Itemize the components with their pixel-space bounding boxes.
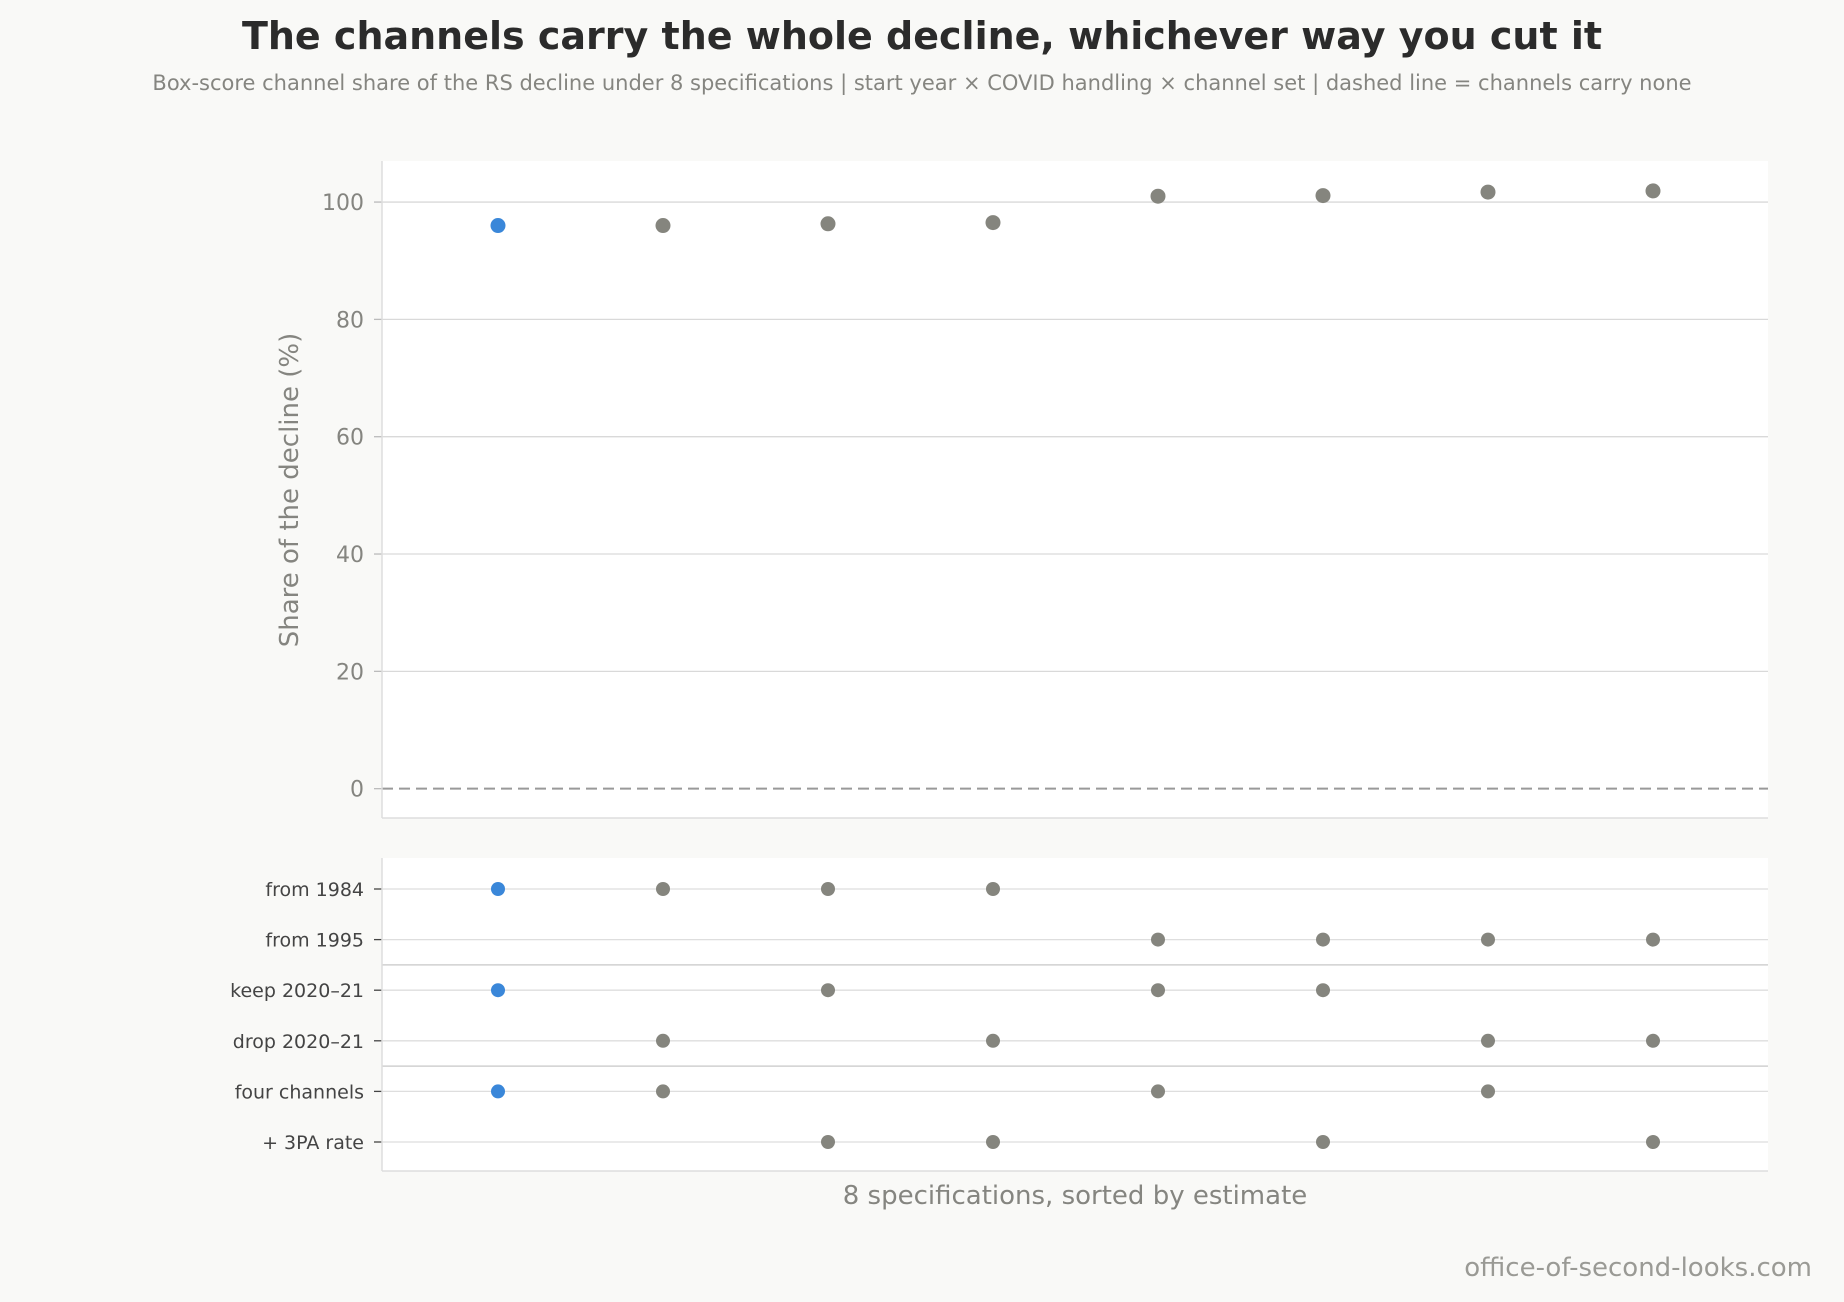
estimate-point	[1150, 188, 1166, 204]
spec-matrix-point	[986, 1135, 1000, 1149]
estimate-points	[490, 183, 1661, 234]
spec-row-label: drop 2020–21	[233, 1031, 364, 1053]
spec-row-label: keep 2020–21	[230, 980, 364, 1002]
spec-matrix-point	[1646, 1033, 1660, 1048]
spec-matrix-point	[1151, 1084, 1165, 1099]
x-axis-label: 8 specifications, sorted by estimate	[843, 1181, 1308, 1211]
chart-subtitle: Box-score channel share of the RS declin…	[152, 71, 1691, 96]
credit-text: office-of-second-looks.com	[1464, 1253, 1812, 1283]
y-tick-label: 0	[350, 778, 364, 803]
spec-matrix-point	[656, 1033, 670, 1048]
spec-matrix-point	[1481, 1084, 1495, 1099]
spec-matrix-point	[821, 882, 835, 896]
spec-matrix-points	[491, 882, 1660, 1149]
spec-matrix-point	[986, 1033, 1000, 1048]
estimate-point	[490, 218, 506, 234]
spec-matrix-point	[1481, 932, 1495, 947]
top-gridlines	[382, 201, 1768, 672]
spec-matrix-point	[1481, 1033, 1495, 1048]
estimate-point	[1645, 183, 1661, 199]
spec-matrix-point	[656, 882, 670, 896]
spec-matrix-point	[1316, 983, 1330, 998]
spec-matrix-point	[491, 1084, 505, 1099]
estimate-point	[1315, 188, 1331, 204]
spec-matrix-point	[821, 983, 835, 998]
y-tick-label: 20	[336, 660, 364, 685]
spec-matrix-point	[1151, 983, 1165, 998]
spec-matrix-rows: from 1984 from 1995 keep 2020–21 drop 2020–…	[230, 879, 1768, 1154]
y-tick-labels: 0 20 40 60 80 100	[322, 191, 382, 803]
y-tick-label: 80	[336, 308, 364, 333]
spec-row-label: from 1984	[265, 879, 364, 901]
spec-matrix-point	[1646, 932, 1660, 947]
estimate-point	[655, 218, 671, 234]
chart-title: The channels carry the whole decline, wh…	[242, 14, 1602, 58]
spec-matrix-point	[1316, 1135, 1330, 1149]
spec-row-label: from 1995	[265, 930, 364, 952]
spec-matrix-point	[1316, 932, 1330, 947]
spec-row-label: + 3PA rate	[262, 1132, 364, 1154]
spec-matrix-point	[986, 882, 1000, 896]
spec-row-label: four channels	[235, 1081, 364, 1103]
spec-matrix-point	[1151, 932, 1165, 947]
spec-matrix-point	[491, 983, 505, 998]
spec-matrix-point	[656, 1084, 670, 1099]
y-tick-label: 60	[336, 426, 364, 451]
spec-matrix-point	[821, 1135, 835, 1149]
estimate-point	[1480, 184, 1496, 200]
top-plot-area	[382, 161, 1768, 818]
y-tick-label: 40	[336, 543, 364, 568]
spec-matrix-point	[1646, 1135, 1660, 1149]
y-tick-label: 100	[322, 191, 364, 216]
spec-matrix-point	[491, 882, 505, 896]
estimate-point	[985, 215, 1001, 231]
spec-matrix-area	[382, 858, 1768, 1171]
y-axis-label: Share of the decline (%)	[275, 333, 305, 648]
estimate-point	[820, 216, 836, 232]
